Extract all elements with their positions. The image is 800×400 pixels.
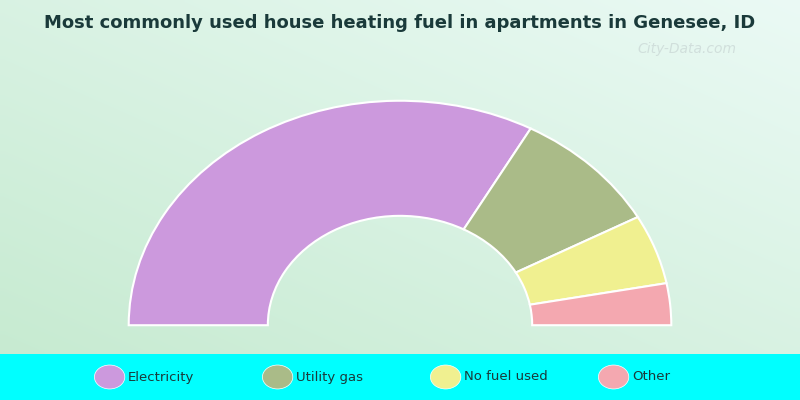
Text: Electricity: Electricity <box>128 370 194 384</box>
Text: City-Data.com: City-Data.com <box>637 42 736 56</box>
Ellipse shape <box>94 365 125 389</box>
Ellipse shape <box>430 365 461 389</box>
Wedge shape <box>129 101 530 325</box>
Wedge shape <box>530 283 671 325</box>
Wedge shape <box>516 217 666 305</box>
Ellipse shape <box>262 365 293 389</box>
Ellipse shape <box>598 365 629 389</box>
Text: Utility gas: Utility gas <box>296 370 363 384</box>
Text: Most commonly used house heating fuel in apartments in Genesee, ID: Most commonly used house heating fuel in… <box>44 14 756 32</box>
Text: Other: Other <box>632 370 670 384</box>
Wedge shape <box>464 128 638 272</box>
Text: No fuel used: No fuel used <box>464 370 548 384</box>
